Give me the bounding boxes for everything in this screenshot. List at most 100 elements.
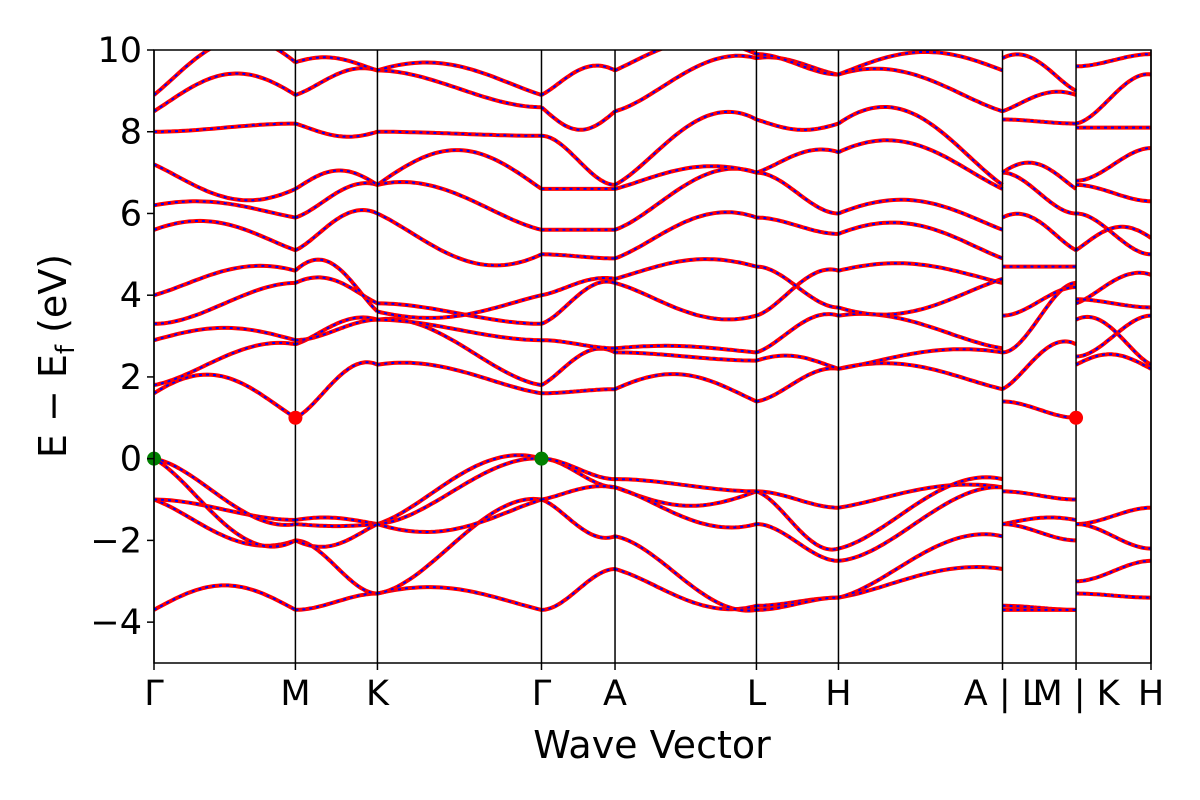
band-line-dashed <box>541 253 615 260</box>
band-line-dashed <box>756 268 839 317</box>
band-line-dashed <box>1075 506 1151 526</box>
band-line-dashed <box>154 326 296 342</box>
band-line <box>154 372 297 420</box>
band-line-dashed <box>1075 73 1151 125</box>
band-line-dashed <box>154 457 296 526</box>
band-line <box>838 485 1003 563</box>
y-tick-label: 0 <box>120 440 142 480</box>
band-line <box>154 71 297 113</box>
band-line-dashed <box>756 118 839 131</box>
x-axis-title: Wave Vector <box>533 723 771 767</box>
band-line <box>1001 52 1078 93</box>
band-line <box>614 567 757 612</box>
band-line-dashed <box>838 51 1003 76</box>
band-line <box>540 105 617 132</box>
band-line <box>838 564 1003 600</box>
x-tick-label: Γ <box>532 674 552 714</box>
band-line <box>614 280 757 322</box>
band-line-dashed <box>756 171 839 215</box>
plot-frame <box>153 49 1152 664</box>
band-line <box>154 263 296 298</box>
band-line-dashed <box>1075 353 1151 370</box>
band-line-dashed <box>756 523 839 562</box>
band-line-dashed <box>154 219 296 252</box>
vbm-marker <box>534 451 549 466</box>
band-line <box>294 257 379 313</box>
band-line-dashed <box>540 64 616 96</box>
cbm-marker <box>288 410 303 425</box>
band-line-dashed <box>541 568 616 611</box>
band-line-dashed <box>1002 171 1077 215</box>
band-line-dashed <box>541 280 616 325</box>
band-line <box>541 484 616 502</box>
band-line-dashed <box>377 497 542 595</box>
band-line <box>154 50 297 97</box>
band-line-dashed <box>295 182 378 219</box>
band-line <box>294 66 378 97</box>
band-line-dashed <box>295 523 378 548</box>
band-line <box>756 366 839 404</box>
band-line-dashed <box>1075 315 1151 366</box>
band-line <box>1075 505 1151 527</box>
band-line-dashed <box>838 565 1003 599</box>
y-axis-title-main: E − E <box>31 354 75 458</box>
band-line <box>154 340 296 388</box>
y-tick-label: 6 <box>120 194 142 234</box>
band-line-dashed <box>756 354 839 370</box>
band-line <box>294 168 379 191</box>
band-line-dashed <box>615 478 757 493</box>
band-line-dashed <box>541 388 615 395</box>
band-line <box>1002 285 1077 318</box>
band-line-dashed <box>614 344 757 354</box>
band-line <box>154 456 296 527</box>
band-line-dashed <box>377 454 542 526</box>
band-line <box>756 170 839 216</box>
band-line <box>755 312 839 355</box>
band-line-dashed <box>1002 604 1076 611</box>
x-tick-label: M <box>280 674 310 714</box>
band-line-dashed <box>1002 490 1076 501</box>
band-line-dashed <box>377 180 542 231</box>
band-line <box>376 293 542 320</box>
band-line <box>838 261 1003 285</box>
band-line-dashed <box>1002 118 1076 125</box>
band-line <box>294 181 378 220</box>
band-line-dashed <box>1001 161 1077 190</box>
band-line-dashed <box>614 110 757 186</box>
band-line <box>154 583 297 612</box>
band-line-dashed <box>614 373 757 403</box>
y-axis-title-unit: (eV) <box>31 254 75 345</box>
band-line-dashed <box>294 361 378 419</box>
band-line-dashed <box>154 498 296 521</box>
x-tick-label: L <box>747 674 767 714</box>
x-tick-label: A <box>603 674 627 714</box>
band-line-dashed <box>295 67 378 96</box>
band-line <box>838 311 1003 351</box>
band-line-dashed <box>1001 340 1077 391</box>
y-axis-title: E − Ef (eV) <box>31 254 81 458</box>
band-line-dashed <box>295 318 378 342</box>
extremum-markers <box>147 410 1084 466</box>
band-line-dashed <box>756 313 839 354</box>
band-line-dashed <box>1075 559 1151 583</box>
band-line-dashed <box>1002 523 1076 542</box>
band-line <box>154 218 297 253</box>
band-line <box>377 317 542 343</box>
band-line <box>614 372 758 404</box>
band-line-dashed <box>614 486 757 529</box>
x-tick-label: A | L <box>964 674 1042 714</box>
band-line-dashed <box>614 211 757 260</box>
band-line-dashed <box>154 281 296 325</box>
band-line-dashed <box>614 486 757 507</box>
band-line <box>838 361 1003 392</box>
band-line-dashed <box>838 533 1003 599</box>
band-line <box>376 497 543 535</box>
x-tick-label: M | K <box>1032 674 1120 714</box>
band-line-dashed <box>541 498 616 539</box>
band-line-dashed <box>376 212 542 267</box>
band-line <box>377 360 542 396</box>
band-line-dashed <box>541 457 615 481</box>
band-line <box>755 117 840 132</box>
band-line-dashed <box>838 139 1003 190</box>
